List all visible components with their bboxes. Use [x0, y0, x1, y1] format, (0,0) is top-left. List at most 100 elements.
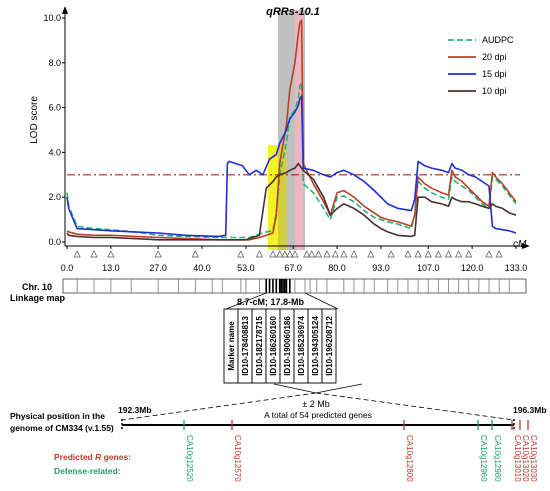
series-line-audpc: [66, 82, 517, 239]
x-tick-label: 27.0: [149, 263, 167, 273]
marker-name: ID10-194305124: [311, 316, 320, 376]
interval-text: 8.7-cM; 17.8-Mb: [237, 297, 305, 307]
physical-start: 192.3Mb: [118, 405, 152, 415]
qtl-yellow-band: [267, 145, 278, 250]
marker-triangle: [444, 250, 453, 258]
series-line-15-dpi: [66, 95, 517, 238]
y-tick-label: 2.0: [48, 192, 61, 202]
qtl-label: qRRs-10.1: [266, 6, 320, 18]
marker-triangle: [434, 250, 442, 258]
marker-triangle: [73, 250, 81, 258]
gene-label: CA10g12520: [185, 435, 194, 482]
qtl-pink-band: [294, 10, 304, 250]
gene-label: CA10g13030: [529, 435, 538, 482]
legend-label: 20 dpi: [482, 52, 507, 62]
marker-triangle: [303, 250, 311, 258]
series-line-10-dpi: [66, 162, 517, 241]
x-tick-label: 0.0: [61, 263, 74, 273]
linkage-map-label: Linkage map: [10, 293, 66, 303]
marker-triangle: [90, 250, 98, 258]
marker-triangle: [323, 250, 331, 258]
pm-label: ± 2 Mb: [302, 399, 329, 409]
gene-label: CA10g12570: [233, 435, 242, 482]
marker-triangle: [286, 250, 294, 258]
marker-triangle: [495, 250, 503, 258]
marker-name: Marker name: [227, 321, 236, 371]
x-tick-label: 53.0: [237, 263, 255, 273]
legend-label: AUDPC: [482, 35, 514, 45]
legend-defense: Defense-related:: [54, 466, 121, 476]
x-axis-arrow: [522, 243, 530, 249]
qtl-highlight-bands: [267, 10, 306, 250]
legend: AUDPC 20 dpi 15 dpi 10 dpi: [448, 35, 514, 96]
x-tick-label: 40.0: [193, 263, 211, 273]
y-tick-label: 8.0: [48, 58, 61, 68]
plot-axes: 0.0 2.0 4.0 6.0 8.0 10.0 0.0 13.0 27.0 40.0 53.0 67…: [43, 6, 530, 273]
marker-triangle: [154, 250, 162, 258]
x-tick-label: 107.0: [417, 263, 440, 273]
gene-label: CA10g12980: [493, 435, 502, 482]
funnel-dashed: [315, 392, 515, 421]
marker-triangle: [314, 250, 323, 258]
marker-name: ID10-186260160: [269, 316, 278, 376]
funnel-line: [273, 383, 317, 394]
y-axis-arrow: [62, 6, 68, 14]
marker-triangle: [455, 250, 463, 258]
lod-series: [66, 19, 517, 241]
y-tick-label: 0.0: [48, 237, 61, 247]
legend-label: 15 dpi: [482, 69, 507, 79]
x-tick-label: 13.0: [102, 263, 120, 273]
marker-name: ID10-178408813: [241, 316, 250, 376]
x-tick-label: 93.0: [372, 263, 390, 273]
y-tick-label: 4.0: [48, 147, 61, 157]
x-tick-label: 80.0: [328, 263, 346, 273]
marker-triangle: [387, 250, 395, 258]
marker-name: ID10-182178715: [255, 316, 264, 376]
marker-triangle: [191, 250, 199, 258]
marker-name: ID10-190060186: [283, 316, 292, 376]
marker-triangle: [107, 250, 115, 258]
gene-label: CA10g13010: [513, 435, 522, 482]
marker-triangle: [485, 250, 493, 258]
marker-triangle: [465, 250, 473, 258]
marker-triangle: [255, 250, 263, 258]
x-tick-label: 133.0: [505, 263, 528, 273]
x-tick-label: 67.0: [284, 263, 302, 273]
marker-triangle: [281, 250, 289, 258]
marker-triangle: [414, 250, 422, 258]
marker-triangle: [367, 250, 375, 258]
marker-triangle: [404, 250, 412, 258]
physical-label-1: Physical position in the: [10, 411, 105, 421]
chr-label: Chr. 10: [22, 282, 52, 292]
physical-label-2: genome of CM334 (v.1.55): [10, 423, 114, 433]
legend-r-genes: Predicted R genes:: [54, 452, 131, 462]
marker-triangle: [424, 250, 432, 258]
marker-cell: [321, 308, 337, 384]
marker-triangle: [308, 250, 316, 258]
marker-triangle: [237, 250, 245, 258]
physical-map: CA10g12520 CA10g12570 CA10g12800 CA10g12960…: [121, 383, 538, 482]
funnel-line: [315, 383, 363, 394]
total-genes: A total of 54 predicted genes: [264, 410, 372, 420]
marker-table: Marker name ID10-178408813 ID10-182178715 I…: [223, 308, 337, 384]
marker-triangle: [276, 250, 284, 258]
physical-end: 196.3Mb: [513, 405, 547, 415]
marker-triangle: [340, 250, 348, 258]
marker-triangle: [350, 250, 358, 258]
y-tick-label: 10.0: [43, 13, 61, 23]
linkage-map: [62, 278, 527, 310]
marker-triangle: [269, 250, 277, 258]
funnel-dashed: [121, 392, 317, 421]
x-axis-unit: cM: [513, 239, 527, 250]
marker-triangle: [331, 250, 339, 258]
marker-name: ID10-196208712: [325, 316, 334, 376]
marker-position-triangles: [73, 250, 503, 258]
gene-label: CA10g12800: [405, 435, 414, 482]
x-tick-label: 120.0: [461, 263, 484, 273]
gene-label: CA10g12960: [479, 435, 488, 482]
gene-label: CA10g13020: [521, 435, 530, 482]
legend-label: 10 dpi: [482, 86, 507, 96]
connector-line: [225, 292, 267, 310]
marker-name: ID10-185236974: [297, 316, 306, 376]
